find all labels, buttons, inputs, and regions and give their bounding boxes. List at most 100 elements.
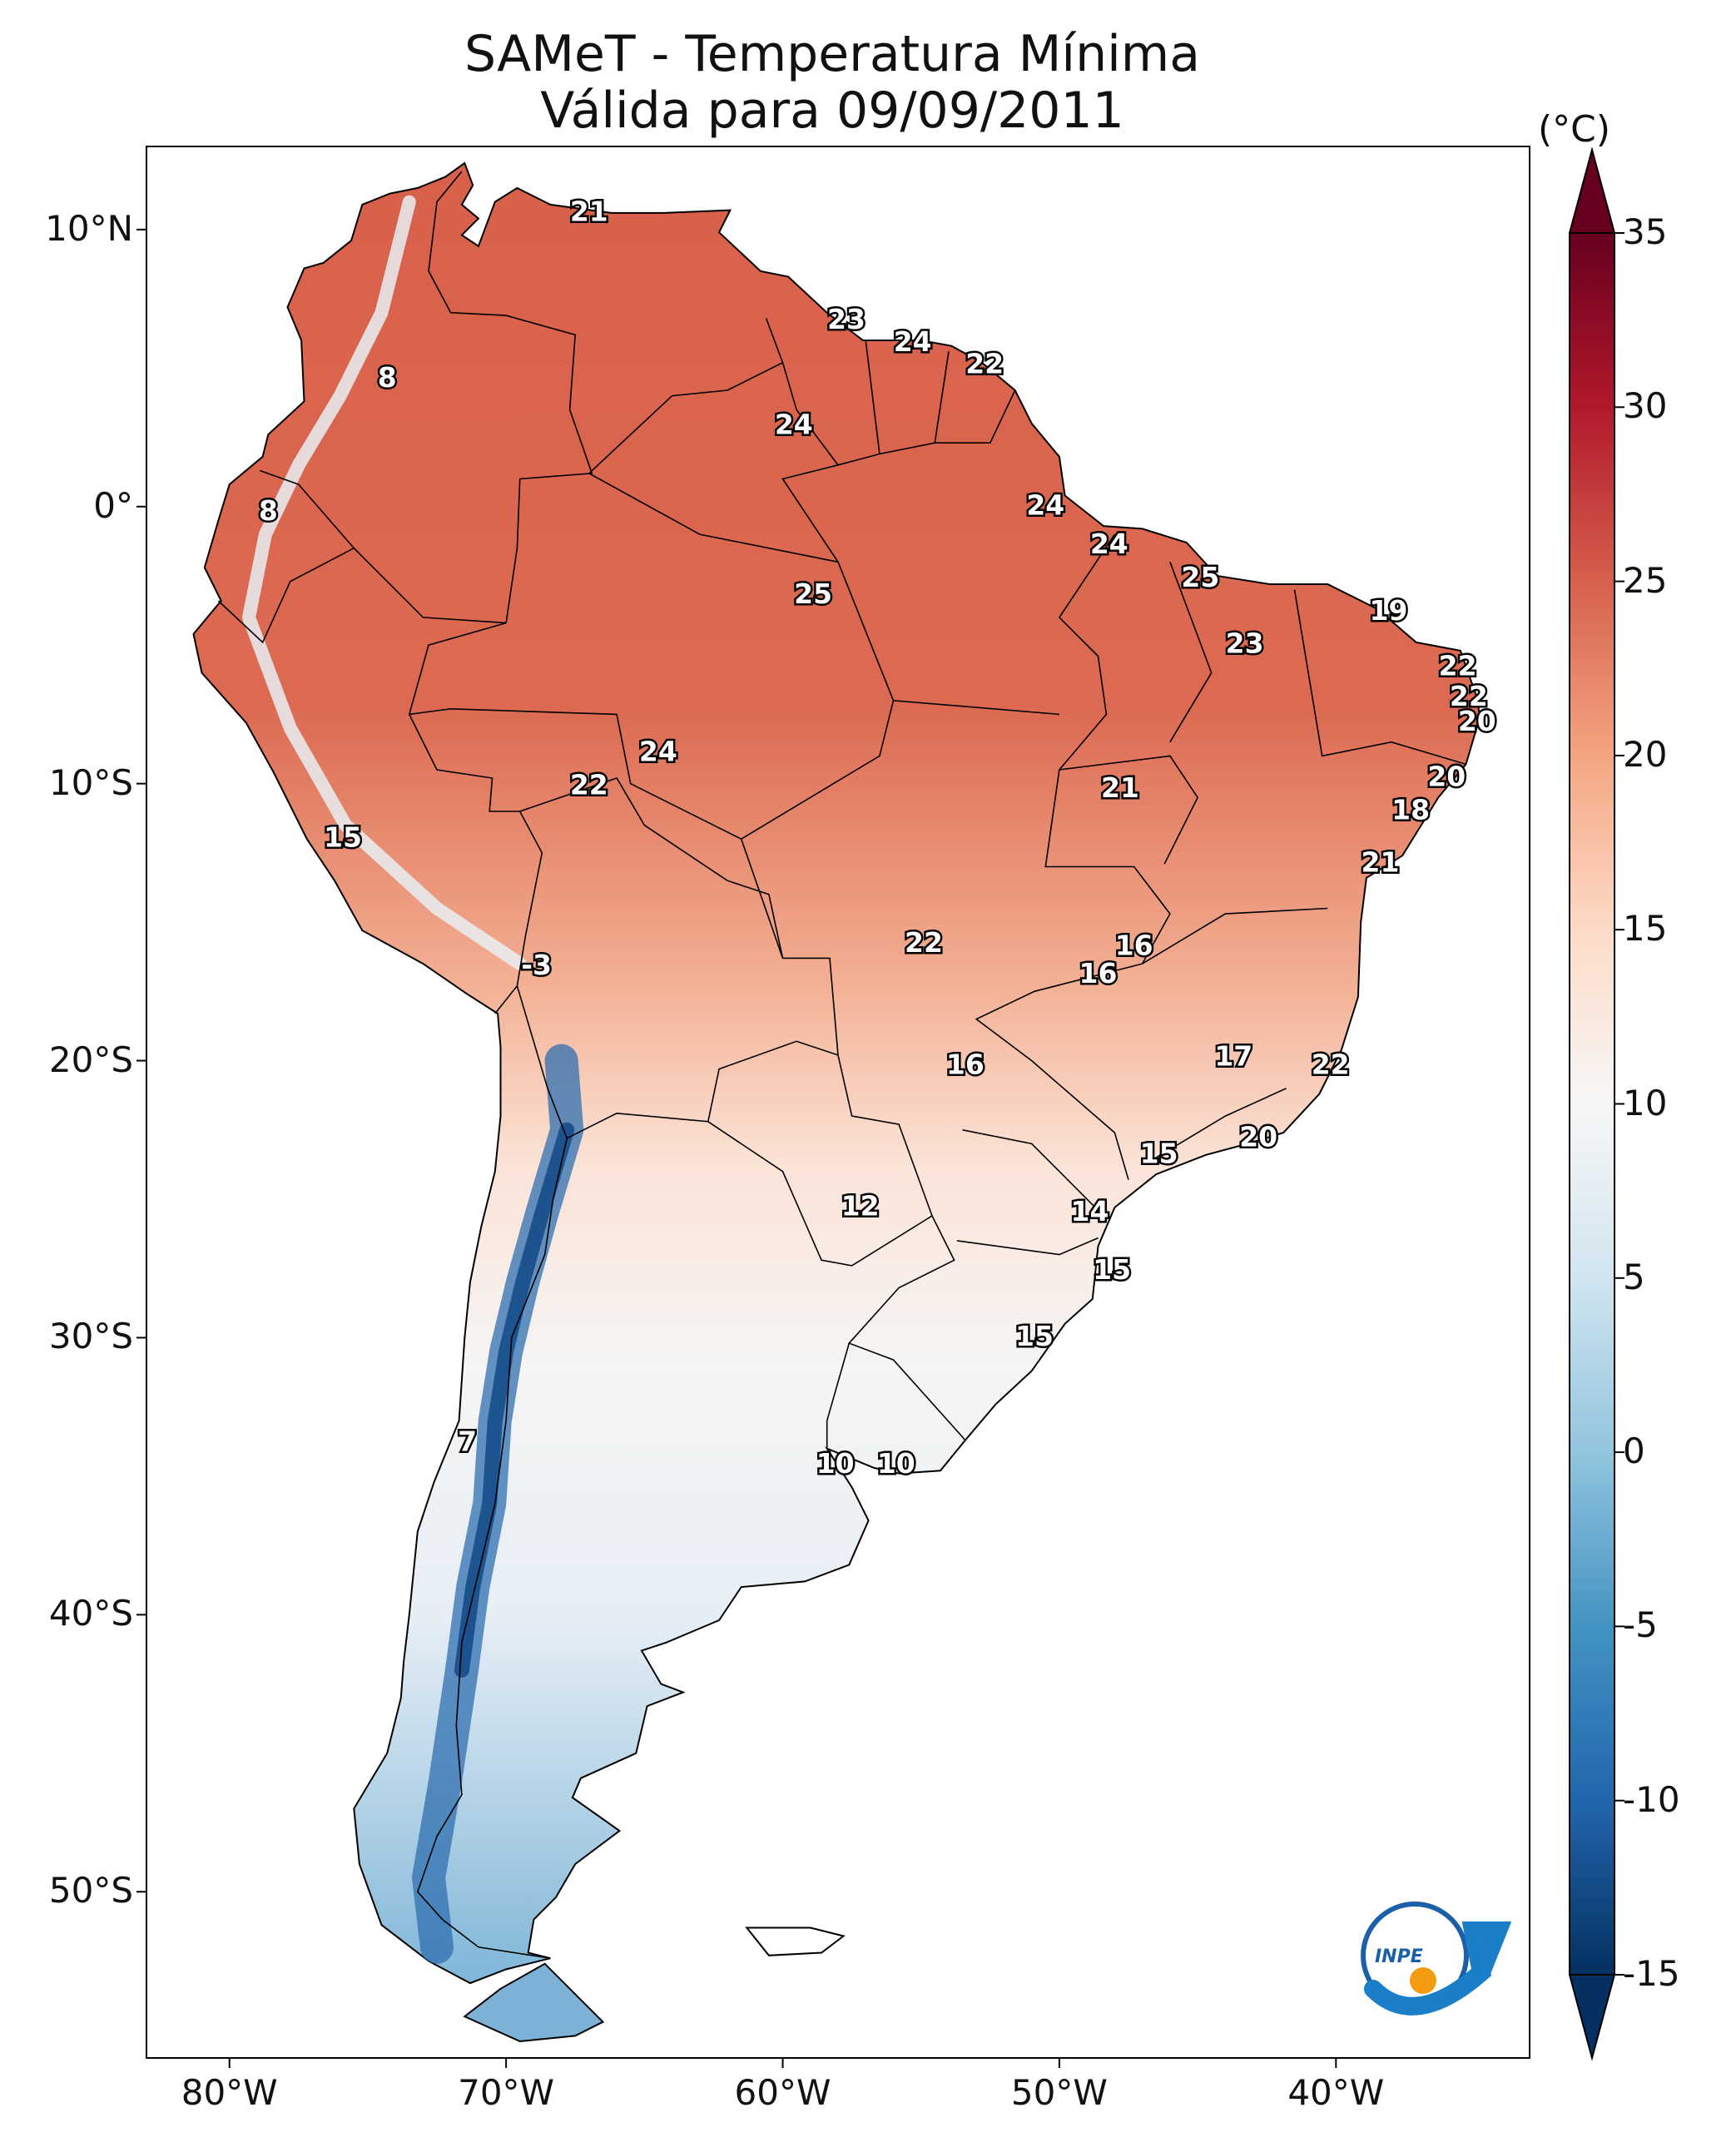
colorbar <box>1568 146 1624 2061</box>
colorbar-label: -15 <box>1623 1953 1680 1994</box>
temperature-label: 24 <box>775 409 813 441</box>
temperature-label: 22 <box>1450 680 1488 712</box>
temperature-label: 16 <box>1115 930 1153 962</box>
colorbar-label: 15 <box>1623 908 1668 950</box>
temperature-label: 16 <box>1079 957 1118 989</box>
inpe-logo: INPE <box>1361 1902 1512 2016</box>
border-line <box>588 318 784 474</box>
colorbar-label: 30 <box>1623 385 1668 427</box>
andes-cold-core <box>454 1122 575 1678</box>
colorbar-label: 20 <box>1623 733 1668 775</box>
border-line <box>934 351 950 444</box>
border-line <box>741 699 1059 840</box>
colorbar-unit: (°C) <box>1538 108 1611 151</box>
temperature-label: 24 <box>1026 488 1064 521</box>
temperature-label: 17 <box>1214 1040 1252 1073</box>
logo-sun <box>1410 1967 1436 1994</box>
temperature-label: 21 <box>1362 846 1400 879</box>
longitude-label: 70°W <box>458 2072 555 2113</box>
temperature-label: -3 <box>521 949 552 981</box>
plot-frame <box>146 146 1530 2059</box>
colorbar-label: 0 <box>1623 1431 1645 1472</box>
temperature-label: 24 <box>1090 528 1128 560</box>
border-line <box>1142 907 1328 964</box>
temperature-label: 12 <box>841 1190 880 1222</box>
colorbar-bottom-arrow <box>1568 1974 1616 2061</box>
border-line <box>956 1237 1099 1256</box>
temperature-label: 23 <box>1226 627 1264 660</box>
temperature-label: 8 <box>378 361 397 394</box>
temperature-label: 20 <box>1239 1120 1277 1153</box>
logo-swoosh <box>1364 1921 1512 2016</box>
longitude-tick-marks <box>228 2058 1337 2068</box>
temperature-label: 25 <box>794 578 832 610</box>
border-line <box>409 707 784 959</box>
border-line <box>826 1342 851 1449</box>
longitude-label: 60°W <box>734 2072 831 2113</box>
latitude-label: 30°S <box>48 1316 133 1357</box>
border-line <box>707 1054 933 1267</box>
border-line <box>847 1215 966 1441</box>
temperature-label: 15 <box>1093 1253 1131 1286</box>
latitude-label: 50°S <box>48 1870 133 1912</box>
temperature-label: 21 <box>570 195 608 227</box>
temperature-label: 22 <box>570 769 608 801</box>
colorbar-label: 35 <box>1623 211 1668 252</box>
colorbar-body <box>1569 232 1615 1976</box>
border-line <box>1293 589 1466 766</box>
temperature-label: 20 <box>1458 705 1496 737</box>
longitude-label: 80°W <box>181 2072 278 2113</box>
temperature-label: 23 <box>827 303 866 335</box>
border-line <box>781 464 895 702</box>
temperature-label: 16 <box>946 1049 985 1081</box>
colorbar-label: 25 <box>1623 559 1668 601</box>
border-line <box>1155 1088 1287 1158</box>
temperature-label: 15 <box>1140 1137 1178 1169</box>
temperature-label: 22 <box>1439 649 1477 682</box>
country-borders <box>217 171 1466 1959</box>
colorbar-top-arrow <box>1568 146 1616 234</box>
colorbar-label: -5 <box>1623 1604 1658 1646</box>
border-line <box>428 171 593 623</box>
temperature-label: 20 <box>1427 761 1466 793</box>
temperature-label: 15 <box>1015 1320 1054 1352</box>
latitude-label: 0° <box>93 484 133 526</box>
border-line <box>865 340 880 454</box>
temperature-label: 18 <box>1391 794 1430 826</box>
border-line <box>975 533 1171 1180</box>
temperature-label: 22 <box>965 348 1004 380</box>
colorbar-label: 10 <box>1623 1082 1668 1123</box>
temperature-label: 22 <box>905 926 943 959</box>
temperature-label: 22 <box>1312 1049 1350 1081</box>
tierra-del-fuego <box>463 1962 605 2043</box>
map-title: SAMeT - Temperatura Mínima <box>464 25 1201 83</box>
latitude-tick-marks <box>136 228 146 1893</box>
colorbar-label: -10 <box>1623 1778 1680 1820</box>
border-line <box>217 547 355 644</box>
border-line <box>416 1138 568 1959</box>
border-line <box>1169 562 1213 743</box>
map-subtitle: Válida para 09/09/2011 <box>540 82 1124 140</box>
falkland-islands <box>745 1926 846 1956</box>
temperature-label: 15 <box>324 821 362 854</box>
temperature-label: 24 <box>894 325 932 358</box>
northern-andes-cool-band <box>242 195 527 971</box>
temperature-label: 8 <box>259 494 278 527</box>
colorbar-tick-marks <box>1614 232 1624 1976</box>
temperature-label: 7 <box>458 1426 477 1458</box>
longitude-label: 50°W <box>1010 2072 1108 2113</box>
logo-text: INPE <box>1375 1946 1423 1967</box>
latitude-label: 10°S <box>48 761 133 803</box>
border-line <box>1059 755 1199 865</box>
temperature-label: 21 <box>1101 771 1139 804</box>
latitude-label: 10°N <box>45 207 133 249</box>
temperature-label: 25 <box>1181 561 1219 593</box>
temperature-label: 19 <box>1370 594 1408 627</box>
south-america-landmass <box>192 161 1481 1985</box>
colorbar-label: 5 <box>1623 1256 1645 1297</box>
border-line <box>408 622 543 1014</box>
